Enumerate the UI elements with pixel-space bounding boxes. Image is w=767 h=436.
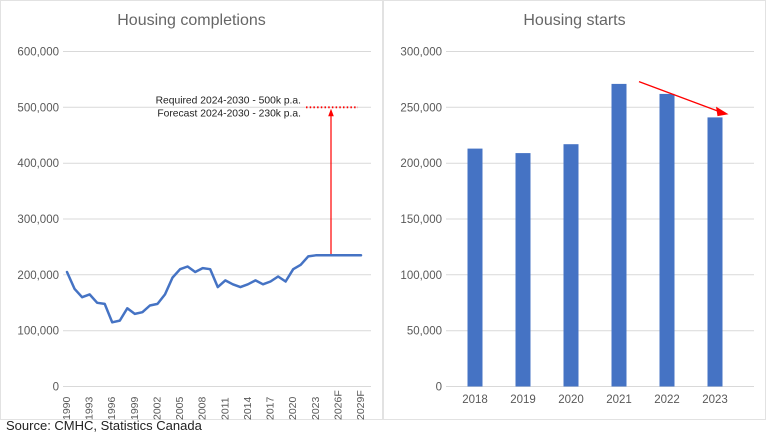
svg-text:2014: 2014: [242, 396, 254, 420]
svg-text:0: 0: [436, 382, 442, 394]
svg-text:2023: 2023: [310, 396, 322, 420]
svg-text:2017: 2017: [265, 396, 277, 420]
svg-text:300,000: 300,000: [400, 47, 442, 59]
svg-text:2011: 2011: [219, 397, 231, 420]
svg-text:2002: 2002: [152, 396, 164, 420]
svg-text:250,000: 250,000: [400, 102, 442, 114]
svg-text:2021: 2021: [606, 394, 632, 406]
svg-text:100,000: 100,000: [17, 326, 59, 338]
svg-text:1990: 1990: [61, 396, 73, 420]
svg-text:1996: 1996: [106, 396, 118, 420]
svg-text:600,000: 600,000: [17, 47, 59, 59]
svg-text:2022: 2022: [654, 394, 680, 406]
svg-text:Required 2024-2030 - 500k p.a.: Required 2024-2030 - 500k p.a.: [156, 95, 301, 106]
svg-text:2019: 2019: [510, 394, 536, 406]
svg-text:2005: 2005: [174, 396, 186, 420]
svg-text:300,000: 300,000: [17, 214, 59, 226]
svg-text:2026F: 2026F: [332, 390, 344, 420]
svg-text:50,000: 50,000: [407, 326, 442, 338]
svg-text:100,000: 100,000: [400, 270, 442, 282]
svg-text:2023: 2023: [702, 394, 728, 406]
svg-text:200,000: 200,000: [17, 270, 59, 282]
svg-text:Forecast 2024-2030 - 230k p.a.: Forecast 2024-2030 - 230k p.a.: [157, 108, 301, 119]
svg-text:2020: 2020: [287, 396, 299, 420]
svg-text:2020: 2020: [558, 394, 584, 406]
svg-text:500,000: 500,000: [17, 102, 59, 114]
svg-text:1993: 1993: [84, 396, 96, 420]
svg-text:2008: 2008: [197, 396, 209, 420]
svg-text:1999: 1999: [129, 396, 141, 420]
svg-text:2029F: 2029F: [355, 390, 367, 420]
svg-text:200,000: 200,000: [400, 158, 442, 170]
svg-text:0: 0: [53, 382, 59, 394]
svg-text:2018: 2018: [462, 394, 488, 406]
svg-text:150,000: 150,000: [400, 214, 442, 226]
svg-text:400,000: 400,000: [17, 158, 59, 170]
